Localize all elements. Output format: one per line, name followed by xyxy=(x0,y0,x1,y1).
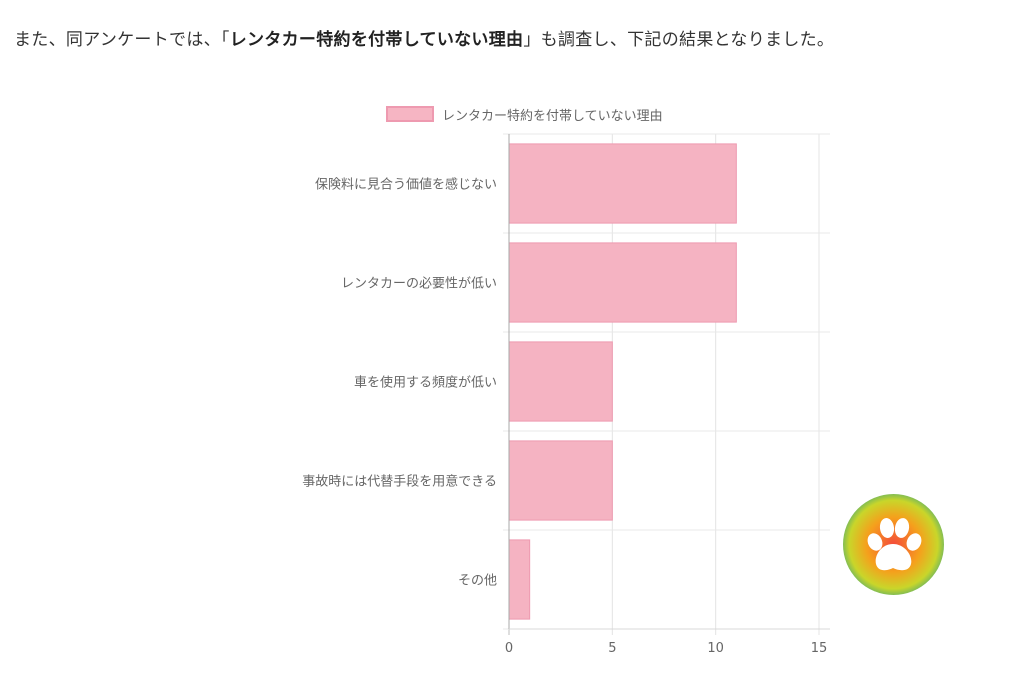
intro-text: また、同アンケートでは、「レンタカー特約を付帯していない理由」も調査し、下記の結… xyxy=(14,26,1010,54)
category-label: 事故時には代替手段を用意できる xyxy=(302,474,497,490)
x-tick-label: 15 xyxy=(811,641,828,656)
category-label: 車を使用する頻度が低い xyxy=(354,375,497,391)
category-label: レンタカーの必要性が低い xyxy=(341,277,497,292)
bar xyxy=(508,143,737,224)
legend-swatch xyxy=(386,106,434,122)
bar xyxy=(508,341,613,422)
paw-badge-button[interactable] xyxy=(843,494,944,595)
intro-text-after: 」も調査し、下記の結果となりました。 xyxy=(523,30,835,50)
category-label: 保険料に見合う価値を感じない xyxy=(315,177,497,193)
x-tick-label: 0 xyxy=(505,641,513,656)
legend-label: レンタカー特約を付帯していない理由 xyxy=(442,108,663,124)
chart-legend[interactable]: レンタカー特約を付帯していない理由 xyxy=(386,103,663,125)
paw-icon xyxy=(867,518,922,571)
bar xyxy=(508,440,613,521)
intro-text-bold: レンタカー特約を付帯していない理由 xyxy=(229,30,524,50)
x-tick-label: 5 xyxy=(608,641,616,656)
intro-text-before: また、同アンケートでは、「 xyxy=(14,30,230,50)
category-label: その他 xyxy=(458,574,497,589)
bar xyxy=(508,242,737,323)
bar xyxy=(508,539,531,620)
x-tick-label: 10 xyxy=(707,641,724,656)
